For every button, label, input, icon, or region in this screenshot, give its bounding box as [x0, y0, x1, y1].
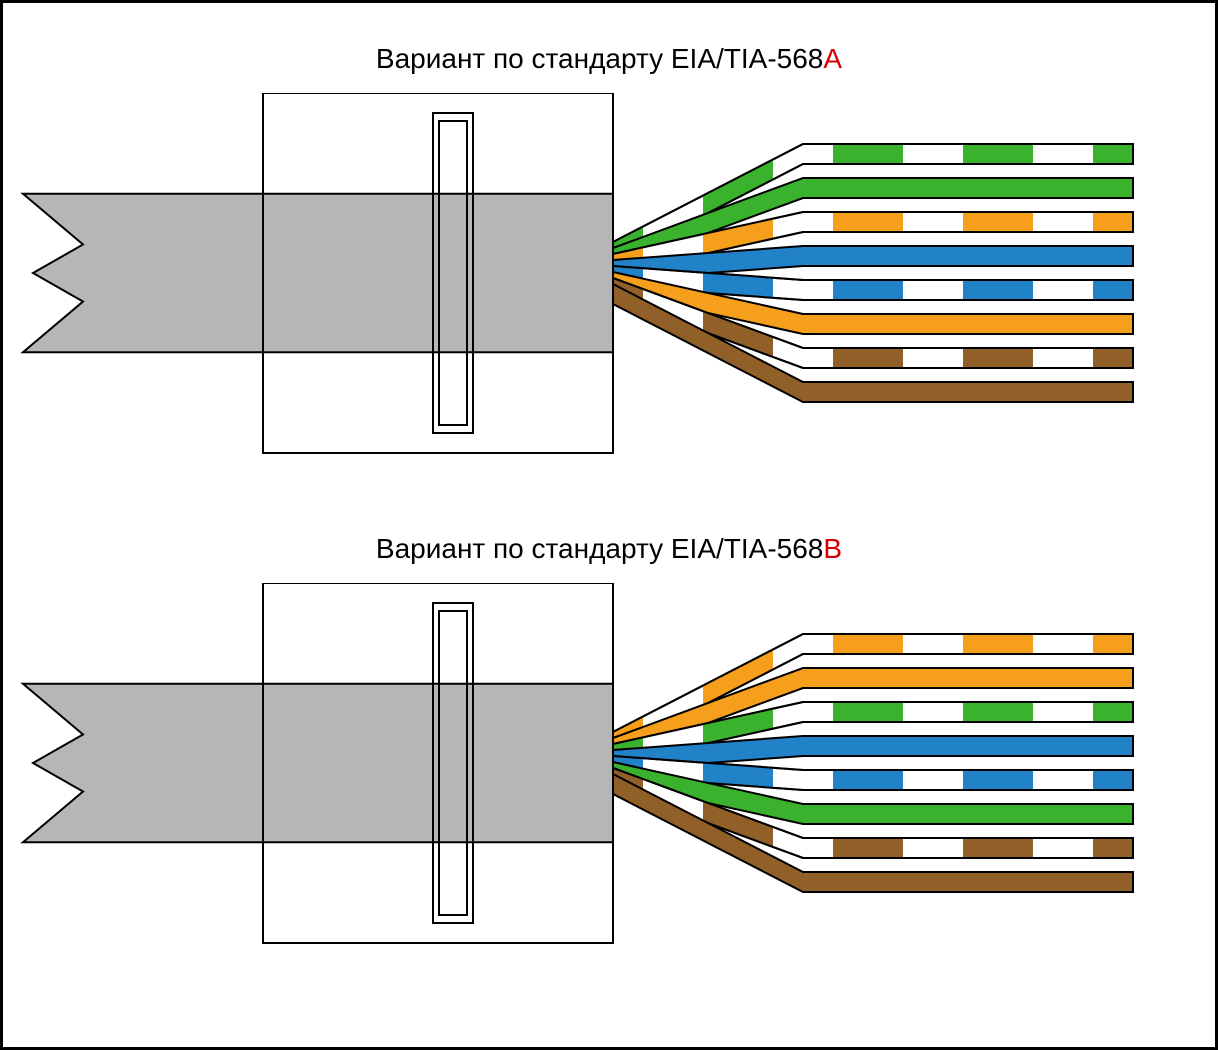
cable-sheath: [23, 194, 613, 352]
title-568b-prefix: Вариант по стандарту EIA/TIA-568: [376, 533, 823, 564]
page-frame: Вариант по стандарту EIA/TIA-568A Вариан…: [0, 0, 1218, 1050]
title-568a-prefix: Вариант по стандарту EIA/TIA-568: [376, 43, 823, 74]
title-568b: Вариант по стандарту EIA/TIA-568B: [3, 533, 1215, 565]
cable-sheath: [23, 684, 613, 842]
title-568a: Вариант по стандарту EIA/TIA-568A: [3, 43, 1215, 75]
title-568b-suffix: B: [823, 533, 842, 564]
diagram-568a: [3, 93, 1218, 473]
title-568a-suffix: A: [823, 43, 842, 74]
diagram-568b: [3, 583, 1218, 963]
